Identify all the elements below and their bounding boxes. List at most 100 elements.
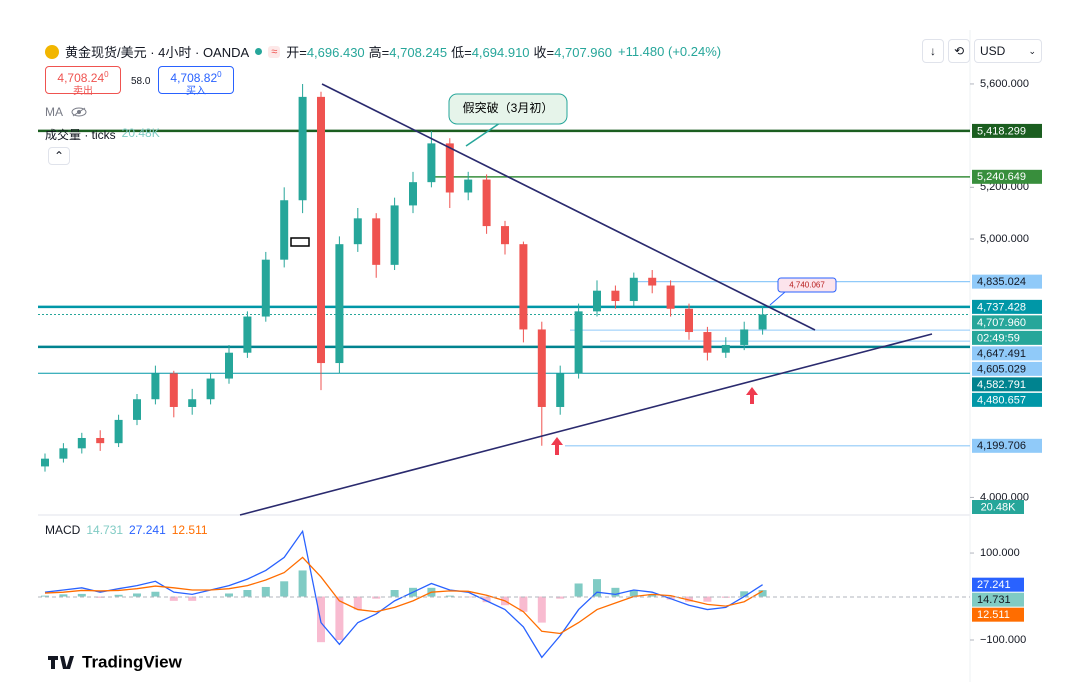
histogram-bar — [372, 596, 381, 599]
collapse-button[interactable]: ⌃ — [48, 147, 70, 165]
status-dot — [255, 48, 263, 55]
volume-legend: 成交量 · ticks 20.48K — [45, 126, 160, 143]
level-label-box — [972, 377, 1042, 392]
candle-body — [133, 399, 141, 420]
callout — [448, 93, 568, 125]
histogram-bar — [280, 581, 289, 597]
level-label: 4,835.024 — [977, 276, 1026, 288]
candle-body — [648, 277, 657, 286]
logo: TradingView — [48, 652, 183, 671]
callout-pointer — [465, 122, 501, 147]
ohlc-label: 收= — [533, 45, 555, 60]
candle-body — [740, 329, 749, 345]
currency-select[interactable]: USD ⌄ — [974, 39, 1042, 63]
ma: MA — [45, 105, 63, 119]
last-value: 14.731 — [977, 594, 1011, 606]
histogram-bar — [445, 595, 454, 597]
marker-box — [290, 237, 310, 247]
level-label-box — [972, 438, 1042, 453]
candle-body — [390, 205, 399, 265]
histogram-bar — [390, 590, 399, 597]
candle-body — [225, 352, 233, 379]
candle-body — [519, 244, 528, 330]
eye-icon[interactable] — [71, 107, 87, 117]
price-pane: 5,600.0005,200.0005,000.0004,000.0005,41… — [38, 78, 1042, 503]
candle-body — [501, 226, 509, 245]
price-callout-text: 4,740.067 — [789, 281, 825, 290]
ohlc-value: 4,694.910 — [471, 45, 530, 60]
candle-body — [77, 437, 86, 449]
candle-body — [335, 244, 344, 364]
candle-body — [188, 399, 197, 407]
level-label: 4,480.657 — [977, 394, 1026, 406]
macd-line — [44, 556, 763, 635]
currency: USD — [980, 44, 1006, 58]
ohlc-value: 4,696.430 — [306, 45, 365, 60]
histogram-bar — [574, 583, 583, 597]
download-button[interactable]: ↓ — [922, 39, 944, 63]
level-label-box — [972, 299, 1042, 314]
callout-pointer — [769, 291, 786, 306]
ohlc-label: 开= — [286, 45, 307, 60]
volume-label: 20.48K — [981, 501, 1017, 513]
candle-body — [261, 259, 270, 317]
histogram-bar — [188, 596, 197, 601]
histogram-bar — [169, 596, 178, 601]
candle-body — [703, 332, 712, 353]
ohlc-item: 低=4,694.910 — [451, 42, 529, 61]
buy-button[interactable]: 4,708.820 买入 — [158, 66, 234, 97]
trendline-up — [239, 333, 933, 516]
histogram-bar — [114, 594, 123, 597]
buy-label: 买入 — [186, 86, 206, 97]
sell-button[interactable]: 4,708.240 卖出 — [45, 66, 121, 97]
histogram-bar — [133, 593, 141, 597]
signal-value: 12.511 — [171, 523, 208, 537]
symbol: 黄金现货/美元 · 4小时 · OANDA — [65, 45, 250, 60]
candle-body — [114, 419, 123, 444]
histogram-bar — [537, 596, 546, 623]
macd-pane: 100.000 −100.000 27.241 14.731 12.511 — [41, 529, 1026, 659]
histogram-bar — [225, 593, 233, 597]
macd-legend: MACD 14.731 27.241 12.511 — [45, 523, 208, 537]
arrow-up — [551, 437, 563, 455]
histogram-bar — [703, 596, 712, 602]
change: +11.480 (+0.24%) — [617, 44, 722, 59]
candle-body — [96, 437, 105, 444]
volume-title: 成交量 · ticks — [45, 128, 116, 142]
level-label: 4,199.706 — [977, 440, 1026, 452]
price-callout — [777, 277, 837, 293]
histogram-bar — [593, 579, 601, 597]
ohlc-item: 开=4,696.430 — [286, 42, 364, 61]
reload-button[interactable]: ⟲ — [948, 39, 970, 63]
candle-body — [593, 290, 601, 312]
level-label-box — [972, 346, 1042, 361]
ohlc-value: 4,707.960 — [554, 45, 612, 60]
histogram-bar — [59, 594, 68, 597]
candle-body — [445, 143, 454, 193]
countdown-box — [972, 330, 1042, 345]
level-label: 5,240.649 — [977, 171, 1026, 183]
histogram-bar — [519, 596, 528, 612]
level-label-box — [972, 123, 1042, 138]
candle-body — [629, 277, 638, 302]
histogram-bar — [482, 596, 491, 603]
ma-legend: MA — [45, 105, 87, 119]
candle-body — [317, 96, 325, 364]
macd-hist-value: 14.731 — [86, 523, 124, 537]
header: 黄金现货/美元 · 4小时 · OANDA ≈ 开=4,696.430 高=4,7… — [45, 42, 721, 61]
symbol-icon — [45, 44, 59, 59]
candle-body — [721, 344, 730, 353]
candle-body — [556, 373, 565, 407]
histogram-bar — [335, 596, 344, 640]
level-label-box — [972, 274, 1042, 289]
candle-body — [758, 314, 767, 330]
candle-body — [427, 143, 436, 183]
level-label: 4,707.960 — [977, 317, 1026, 329]
candle-body — [409, 182, 417, 206]
level-label: 4,605.029 — [977, 363, 1026, 375]
arrow-up — [746, 387, 758, 404]
candle-body — [611, 290, 620, 302]
histogram-bar — [740, 591, 749, 597]
candle-body — [206, 378, 215, 400]
